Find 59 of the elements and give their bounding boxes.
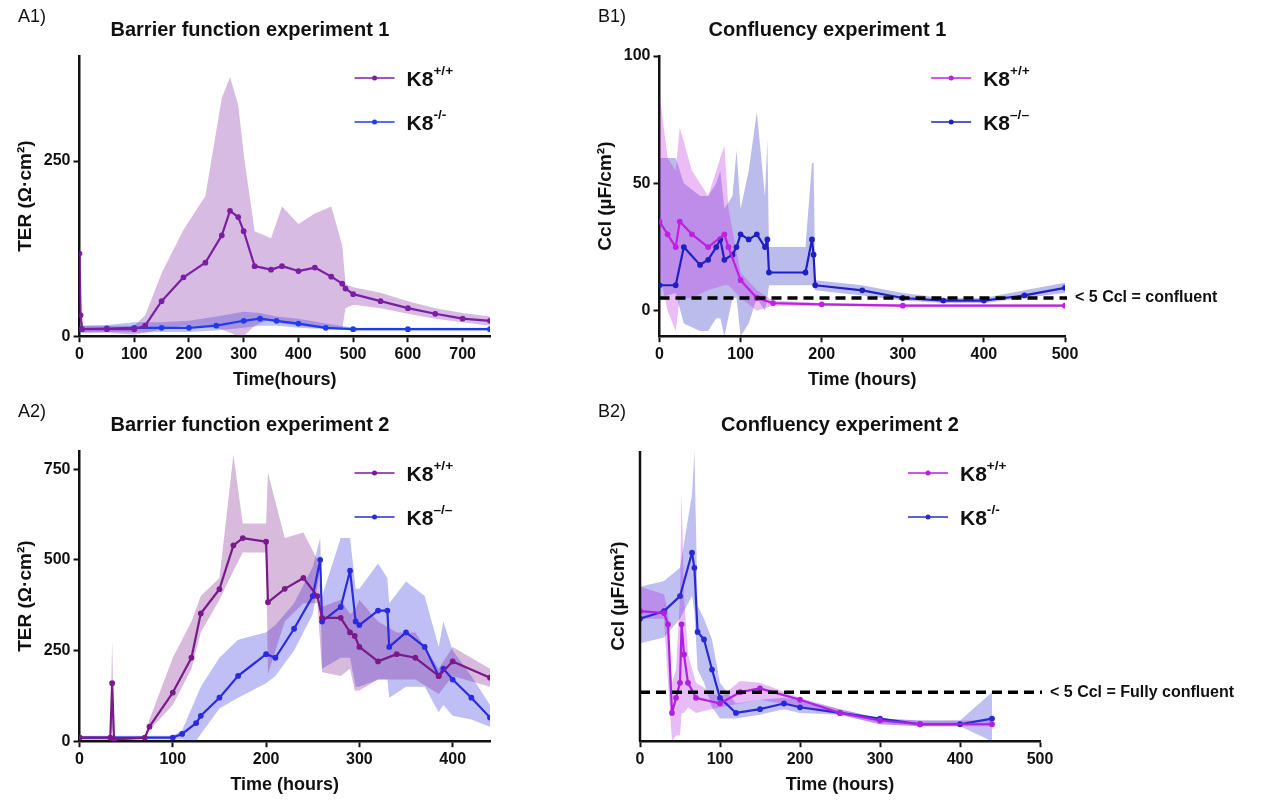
x-tick-label: 700 xyxy=(449,345,477,363)
x-tick-label: 100 xyxy=(706,750,734,768)
chart-title: Barrier function experiment 1 xyxy=(110,17,390,40)
y-tick-label: 50 xyxy=(632,173,651,191)
x-tick-label: 500 xyxy=(339,345,367,363)
legend-label: K8–/– xyxy=(406,502,453,529)
y-tick-label: 0 xyxy=(61,731,71,749)
x-tick-label: 0 xyxy=(75,750,85,768)
ref-line-label: < 5 Ccl = confluent xyxy=(1075,288,1218,306)
y-tick-label: 250 xyxy=(43,640,71,658)
x-tick-label: 200 xyxy=(786,750,814,768)
x-tick-label: 500 xyxy=(1026,750,1054,768)
x-tick-label: 300 xyxy=(346,750,373,768)
x-axis-title: Time (hours) xyxy=(785,774,895,795)
x-axis-title: Time (hours) xyxy=(230,774,340,795)
x-axis-title: Time(hours) xyxy=(232,369,337,390)
legend-label: K8+/+ xyxy=(406,63,454,90)
y-tick-label: 250 xyxy=(43,151,71,169)
y-tick-label: 0 xyxy=(61,326,71,344)
ref-line-label: < 5 Ccl = Fully confluent xyxy=(1050,682,1235,700)
x-tick-label: 300 xyxy=(889,345,917,363)
legend-label: K8-/- xyxy=(960,502,1000,529)
legend-label: K8+/+ xyxy=(960,458,1007,485)
y-axis-title: Ccl (µF/cm²) xyxy=(606,541,628,651)
x-tick-label: 100 xyxy=(727,345,755,363)
x-tick-label: 200 xyxy=(175,345,203,363)
x-tick-label: 300 xyxy=(230,345,258,363)
y-axis-title: Ccl (µF/cm²) xyxy=(593,141,615,251)
x-tick-label: 100 xyxy=(120,345,148,363)
y-tick-label: 0 xyxy=(641,301,651,319)
text: A2) xyxy=(18,400,47,421)
x-tick-label: 200 xyxy=(252,750,280,768)
text: B2) xyxy=(598,400,627,421)
chart-title: Confluency experiment 1 xyxy=(708,17,947,40)
x-tick-label: 500 xyxy=(1051,345,1079,363)
x-tick-label: 300 xyxy=(866,750,894,768)
x-tick-label: 200 xyxy=(808,345,836,363)
legend-label: K8+/+ xyxy=(406,458,454,485)
y-tick-label: 500 xyxy=(43,550,71,568)
x-tick-label: 400 xyxy=(946,750,974,768)
text: A1) xyxy=(18,5,47,26)
y-axis-title: TER (Ω·cm²) xyxy=(13,540,35,652)
x-tick-label: 0 xyxy=(655,345,665,363)
y-tick-label: 750 xyxy=(43,459,71,477)
x-tick-label: 600 xyxy=(394,345,422,363)
chart-title: Confluency experiment 2 xyxy=(721,412,959,435)
y-axis-title: TER (Ω·cm²) xyxy=(13,140,35,252)
chart-title: Barrier function experiment 2 xyxy=(110,412,390,435)
y-tick-label: 100 xyxy=(623,46,651,64)
x-tick-label: 400 xyxy=(439,750,467,768)
legend-label: K8-/- xyxy=(406,107,447,134)
x-tick-label: 400 xyxy=(970,345,998,363)
x-axis-title: Time (hours) xyxy=(807,369,917,390)
legend-label: K8+/+ xyxy=(983,63,1030,90)
x-tick-label: 400 xyxy=(285,345,312,363)
text: B1) xyxy=(598,5,627,26)
x-tick-label: 100 xyxy=(159,750,187,768)
x-tick-label: 0 xyxy=(75,345,85,363)
legend-label: K8–/– xyxy=(983,107,1030,134)
